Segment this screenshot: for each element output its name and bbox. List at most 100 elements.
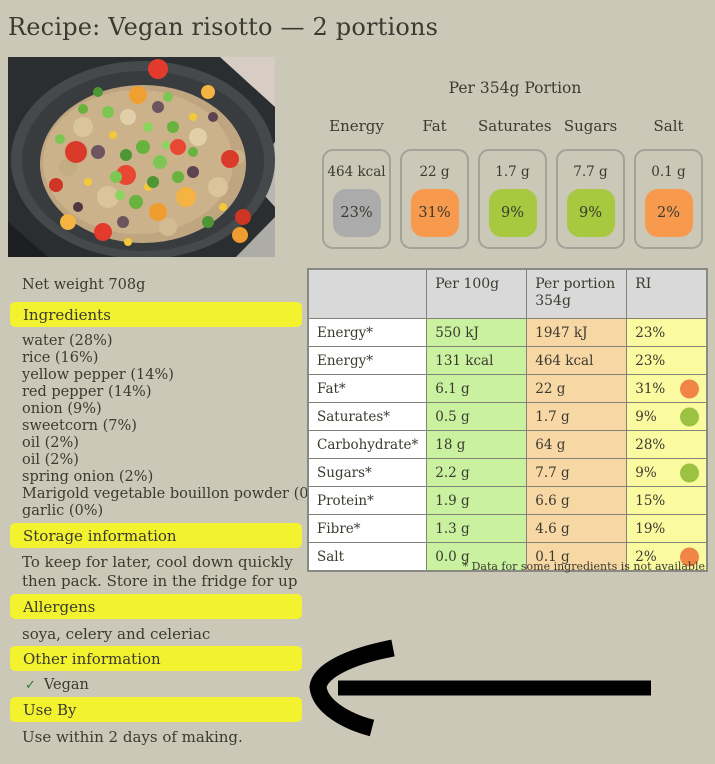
table-row: Energy* 131 kcal 464 kcal 23% (307, 346, 708, 375)
ri-value: 31% (635, 380, 666, 397)
ri-cell: 23% (626, 346, 708, 375)
ri-cell: 15% (626, 486, 708, 515)
ingredients-list: water (28%) rice (16%) yellow pepper (14… (22, 333, 328, 520)
portion-value: 22 g (419, 164, 450, 180)
ingredient-item: Marigold vegetable bouillon powder (0%) (22, 486, 328, 502)
ingredient-item: oil (2%) (22, 452, 79, 468)
page-title: Recipe: Vegan risotto — 2 portions (8, 13, 439, 41)
per-100g-cell: 2.2 g (426, 458, 528, 487)
portion-card-salt: 0.1 g 2% (634, 149, 703, 249)
allergens-heading: Allergens (10, 594, 302, 619)
per-portion-cell: 1.7 g (526, 402, 628, 431)
ri-cell: 23% (626, 318, 708, 347)
header-ri: RI (626, 268, 708, 319)
ri-value: 9% (635, 464, 657, 481)
nutrient-cell: Salt (307, 542, 428, 572)
ri-dot (679, 547, 699, 566)
ri-badge: 9% (566, 189, 615, 237)
ri-value: 28% (635, 436, 666, 453)
table-footnote: * Data for some ingredients is not avail… (462, 560, 705, 573)
ri-value: 23% (635, 324, 666, 341)
table-row: Fibre* 1.3 g 4.6 g 19% (307, 514, 708, 543)
ri-dot (679, 407, 699, 426)
per-portion-cell: 1947 kJ (526, 318, 628, 347)
portion-label-sugars: Sugars (563, 117, 618, 135)
portion-value: 464 kcal (327, 164, 386, 180)
ingredient-item: onion (9%) (22, 401, 102, 417)
ri-value: 2% (635, 548, 657, 565)
portion-label-saturates: Saturates (478, 117, 552, 135)
per-100g-cell: 0.0 g (426, 542, 528, 572)
portion-value: 1.7 g (495, 164, 530, 180)
ri-cell: 28% (626, 430, 708, 459)
ri-dot (679, 463, 699, 482)
ingredient-item: rice (16%) (22, 350, 99, 366)
per-portion-cell: 22 g (526, 374, 628, 403)
recipe-photo (8, 57, 275, 259)
ri-cell: 9% (626, 402, 708, 431)
nutrition-table: Per 100g Per portion 354g RI Energy* 550… (307, 268, 708, 572)
table-header-row: Per 100g Per portion 354g RI (307, 268, 708, 319)
table-row: Fat* 6.1 g 22 g 31% (307, 374, 708, 403)
use-by-heading: Use By (10, 697, 302, 722)
per-100g-cell: 18 g (426, 430, 528, 459)
other-information-text: ✓ Vegan (25, 677, 89, 693)
risotto-pan-illustration (8, 57, 275, 259)
storage-heading: Storage information (10, 523, 302, 548)
table-row: Energy* 550 kJ 1947 kJ 23% (307, 318, 708, 347)
ingredient-item: red pepper (14%) (22, 384, 152, 400)
per-portion-cell: 0.1 g (526, 542, 628, 572)
ri-value: 23% (635, 352, 666, 369)
table-row: Protein* 1.9 g 6.6 g 15% (307, 486, 708, 515)
ingredient-item: oil (2%) (22, 435, 79, 451)
ri-cell: 19% (626, 514, 708, 543)
table-row: Saturates* 0.5 g 1.7 g 9% (307, 402, 708, 431)
table-row: Carbohydrate* 18 g 64 g 28% (307, 430, 708, 459)
other-information-heading: Other information (10, 646, 302, 671)
per-portion-cell: 6.6 g (526, 486, 628, 515)
ingredient-item: sweetcorn (7%) (22, 418, 137, 434)
ri-cell: 2% (626, 542, 708, 572)
ingredient-item: garlic (0%) (22, 503, 104, 519)
ri-cell: 31% (626, 374, 708, 403)
portion-cards: 464 kcal 23% 22 g 31% 1.7 g 9% 7.7 g 9% … (322, 149, 703, 249)
portion-panel-title: Per 354g Portion (448, 79, 582, 97)
ri-badge: 9% (488, 189, 537, 237)
table-row: Sugars* 2.2 g 7.7 g 9% (307, 458, 708, 487)
per-portion-cell: 4.6 g (526, 514, 628, 543)
nutrient-cell: Protein* (307, 486, 428, 515)
portion-value: 0.1 g (651, 164, 686, 180)
allergens-text: soya, celery and celeriac (22, 625, 211, 643)
portion-label-salt: Salt (653, 117, 684, 135)
ingredient-item: water (28%) (22, 333, 113, 349)
per-100g-cell: 1.3 g (426, 514, 528, 543)
header-nutrient (307, 268, 428, 319)
per-portion-cell: 64 g (526, 430, 628, 459)
portion-label-fat: Fat (422, 117, 447, 135)
ri-value: 15% (635, 492, 666, 509)
portion-card-saturates: 1.7 g 9% (478, 149, 547, 249)
nutrient-cell: Fat* (307, 374, 428, 403)
per-portion-cell: 7.7 g (526, 458, 628, 487)
per-100g-cell: 1.9 g (426, 486, 528, 515)
ri-dot (679, 379, 699, 398)
nutrient-cell: Energy* (307, 346, 428, 375)
per-100g-cell: 550 kJ (426, 318, 528, 347)
ri-cell: 9% (626, 458, 708, 487)
left-arrow-icon (300, 632, 660, 746)
vegan-check-icon: ✓ (25, 678, 36, 693)
portion-value: 7.7 g (573, 164, 608, 180)
use-by-text: Use within 2 days of making. (22, 728, 243, 746)
portion-label-energy: Energy (329, 117, 384, 135)
nutrient-cell: Carbohydrate* (307, 430, 428, 459)
nutrient-cell: Energy* (307, 318, 428, 347)
per-portion-cell: 464 kcal (526, 346, 628, 375)
portion-card-sugars: 7.7 g 9% (556, 149, 625, 249)
portion-card-fat: 22 g 31% (400, 149, 469, 249)
nutrient-cell: Saturates* (307, 402, 428, 431)
nutrient-cell: Sugars* (307, 458, 428, 487)
vegan-label: Vegan (43, 677, 89, 693)
per-100g-cell: 0.5 g (426, 402, 528, 431)
ingredient-item: yellow pepper (14%) (22, 367, 174, 383)
